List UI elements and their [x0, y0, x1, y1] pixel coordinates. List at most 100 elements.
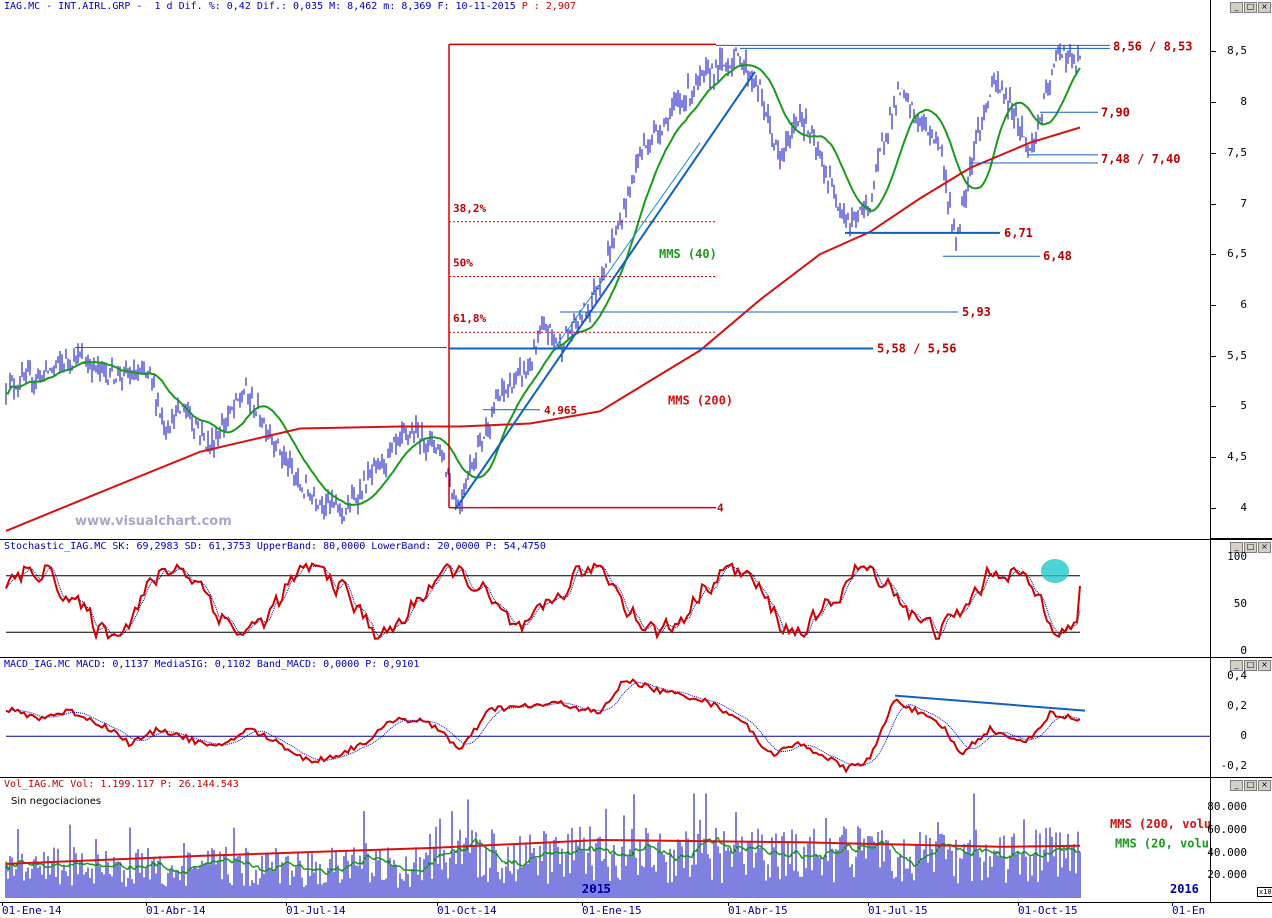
x-axis-label: 01-En: [1172, 904, 1206, 917]
macd-minimize-button[interactable]: _: [1230, 660, 1243, 671]
vol-minimize-button[interactable]: _: [1230, 780, 1243, 791]
price-tick-mark: [1211, 355, 1216, 357]
x-axis-tick: [582, 902, 583, 906]
price-panel[interactable]: IAG.MC - INT.AIRL.GRP - 1 d Dif. %: 0,42…: [0, 0, 1210, 538]
price-tick-label: 7: [1240, 196, 1247, 210]
maximize-button[interactable]: □: [1244, 2, 1257, 13]
volume-mms200-label: MMS (200, volu: [1110, 817, 1210, 831]
fib-level-label: 38,2%: [453, 202, 486, 215]
x-axis-tick: [1172, 902, 1173, 906]
x-axis-label: 01-Abr-15: [728, 904, 788, 917]
watermark: www.visualchart.com: [75, 514, 232, 529]
macd-tick-label: 0: [1240, 729, 1247, 743]
price-tick-mark: [1211, 456, 1216, 458]
price-tick-label: 6,5: [1227, 247, 1247, 261]
mms40-label: MMS (40): [659, 247, 717, 261]
mms200-label: MMS (200): [668, 393, 733, 407]
vol-maximize-button[interactable]: □: [1244, 780, 1257, 791]
price-tick-mark: [1211, 254, 1216, 256]
no-trading-label: Sin negociaciones: [11, 796, 102, 807]
x-axis-label: 01-Jul-15: [868, 904, 928, 917]
price-tick-label: 6: [1240, 297, 1247, 311]
price-tick-label: 5,5: [1227, 348, 1247, 362]
volume-mms20-label: MMS (20, volu: [1115, 836, 1209, 850]
trend-line-main: [454, 71, 756, 511]
x-axis-label: 01-Jul-14: [286, 904, 346, 917]
price-tick-mark: [1211, 406, 1216, 408]
stochastic-header: Stochastic_IAG.MC SK: 69,2983 SD: 61,375…: [4, 541, 546, 552]
macd-panel[interactable]: MACD_IAG.MC MACD: 0,1137 MediaSIG: 0,110…: [0, 657, 1210, 778]
mms200-line: [5, 126, 1081, 532]
x-axis: [0, 902, 1272, 918]
minimize-button[interactable]: _: [1230, 2, 1243, 13]
price-bars: [5, 43, 1081, 525]
stoch-maximize-button[interactable]: □: [1244, 542, 1257, 553]
macd-tick-label: -0,2: [1220, 759, 1248, 773]
level-label-748: 7,48 / 7,40: [1101, 152, 1180, 166]
stochastic-axis: _ □ × 100 50 0: [1210, 539, 1272, 658]
stoch-tick-label: 0: [1240, 644, 1247, 657]
macd-header: MACD_IAG.MC MACD: 0,1137 MediaSIG: 0,110…: [4, 659, 420, 670]
macd-line: [5, 678, 1081, 774]
x-axis-tick: [437, 902, 438, 906]
price-tick-mark: [1211, 304, 1216, 306]
price-tick-label: 7,5: [1227, 145, 1247, 159]
year-label: 2016: [1170, 882, 1199, 896]
vol-close-button[interactable]: ×: [1258, 780, 1271, 791]
level-label-593: 5,93: [962, 305, 991, 319]
price-tick-mark: [1211, 51, 1216, 53]
level-label-790: 7,90: [1101, 105, 1130, 119]
level-label-856: 8,56 / 8,53: [1113, 39, 1192, 53]
price-tick-label: 8,5: [1227, 44, 1247, 58]
stochastic-panel[interactable]: Stochastic_IAG.MC SK: 69,2983 SD: 61,375…: [0, 539, 1210, 658]
level-label-671: 6,71: [1004, 226, 1033, 240]
macd-signal-line: [5, 681, 1081, 767]
level-label-4965: 4,965: [544, 404, 577, 417]
volume-chart: MMS (200, volu MMS (20, volu: [5, 793, 1210, 898]
macd-tick-label: 0,4: [1227, 669, 1247, 682]
stoch-close-button[interactable]: ×: [1258, 542, 1271, 553]
trend-line-secondary: [552, 142, 701, 351]
mms40-line: [5, 63, 1081, 506]
macd-maximize-button[interactable]: □: [1244, 660, 1257, 671]
level-label-4: 4: [717, 502, 724, 515]
macd-close-button[interactable]: ×: [1258, 660, 1271, 671]
macd-tick-label: 0,2: [1227, 699, 1247, 713]
close-button[interactable]: ×: [1258, 2, 1271, 13]
macd-axis: _ □ × 0,4 0,2 0 -0,2: [1210, 657, 1272, 778]
price-tick-label: 8: [1240, 95, 1247, 109]
stochastic-chart: [5, 559, 1081, 641]
volume-panel[interactable]: Vol_IAG.MC Vol: 1.199.117 P: 26.144.543 …: [0, 777, 1210, 903]
x-axis-label: 01-Abr-14: [146, 904, 206, 917]
level-label-558: 5,58 / 5,56: [877, 341, 956, 355]
price-tick-mark: [1211, 152, 1216, 154]
x-axis-label: 01-Ene-14: [2, 904, 62, 917]
price-tick-mark: [1211, 203, 1216, 205]
fib-level-label: 61,8%: [453, 312, 486, 325]
price-chart: 38,2% 50% 61,8% 4 8,56 / 8,53 7,90 7,48 / 7,40…: [5, 39, 1192, 532]
price-axis: _ □ × 8,5 8 7,5 7 6,5 6 5,5 5 4,5 4: [1210, 0, 1272, 539]
x-axis-tick: [728, 902, 729, 906]
level-label-648: 6,48: [1043, 249, 1072, 263]
volume-header: Vol_IAG.MC Vol: 1.199.117 P: 26.144.543: [4, 779, 239, 790]
stoch-tick-label: 100: [1227, 550, 1247, 563]
volume-tick-label: 20.000: [1207, 868, 1247, 882]
x-axis-tick: [2, 902, 3, 906]
x-axis-label: 01-Ene-15: [582, 904, 642, 917]
macd-chart: [5, 678, 1210, 774]
stoch-highlight-circle: [1041, 559, 1069, 583]
volume-tick-label: 40.000: [1207, 845, 1247, 859]
x-axis-tick: [1018, 902, 1019, 906]
year-label: 2015: [582, 882, 611, 896]
stoch-minimize-button[interactable]: _: [1230, 542, 1243, 553]
fib-level-label: 50%: [453, 256, 473, 269]
volume-tick-label: 80.000: [1207, 800, 1247, 814]
x-axis-tick: [868, 902, 869, 906]
stoch-sk-line: [5, 562, 1081, 641]
x-axis-label: 01-Oct-15: [1018, 904, 1078, 917]
price-tick-mark: [1211, 507, 1216, 509]
x-axis-tick: [286, 902, 287, 906]
price-header: IAG.MC - INT.AIRL.GRP - 1 d Dif. %: 0,42…: [4, 1, 576, 12]
price-tick-label: 4,5: [1227, 449, 1247, 463]
